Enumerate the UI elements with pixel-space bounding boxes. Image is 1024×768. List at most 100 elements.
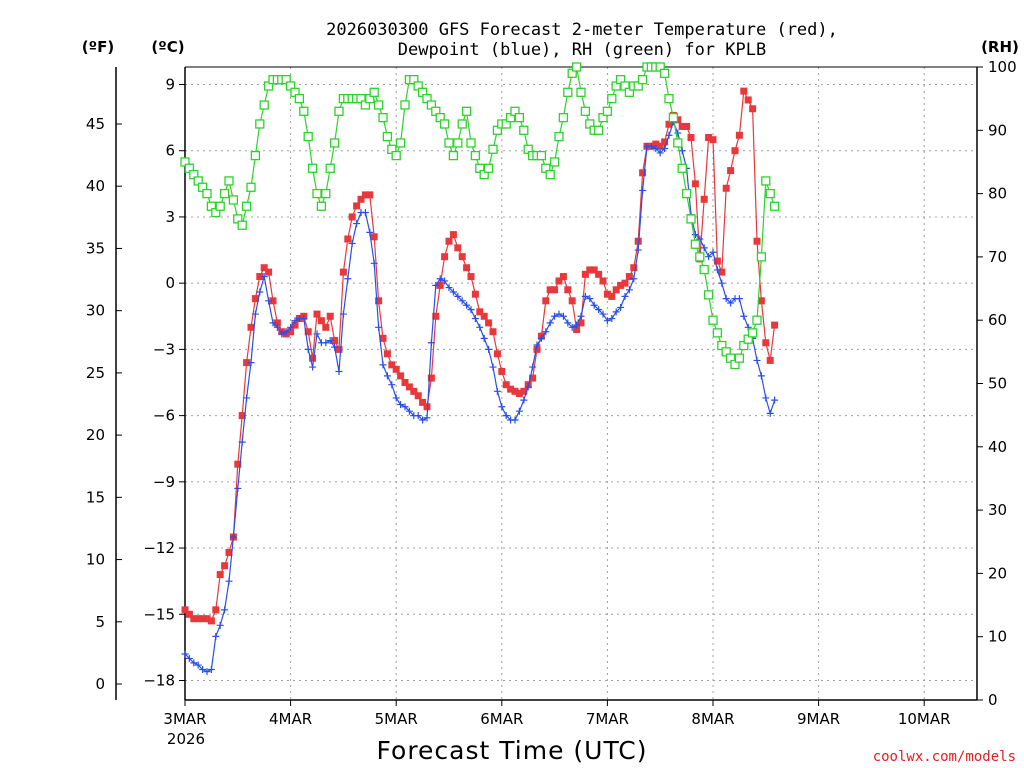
x-tick-label: 9MAR xyxy=(797,710,840,728)
rh-point xyxy=(237,220,247,230)
celsius-tick-label: −18 xyxy=(143,672,175,690)
temperature-point xyxy=(212,606,220,614)
temperature-point xyxy=(705,133,713,141)
dewpoint-point xyxy=(586,295,594,303)
temperature-point xyxy=(199,615,207,623)
dewpoint-point xyxy=(537,334,545,342)
temperature-point xyxy=(317,317,325,325)
temperature-point xyxy=(498,367,506,375)
rh-point xyxy=(769,201,780,211)
dewpoint-point xyxy=(199,665,207,673)
x-tick-label: 6MAR xyxy=(480,710,523,728)
dewpoint-point xyxy=(511,416,519,424)
temperature-point xyxy=(639,169,647,177)
dewpoint-point xyxy=(366,228,374,236)
dewpoint-point xyxy=(665,131,673,139)
dewpoint-point xyxy=(652,145,660,153)
temperature-point xyxy=(432,312,440,320)
temperature-point xyxy=(269,297,277,305)
temperature-point xyxy=(221,562,229,570)
temperature-point xyxy=(207,617,215,625)
dewpoint-point xyxy=(489,363,497,371)
temperature-point xyxy=(485,319,493,327)
dewpoint-point xyxy=(573,321,581,329)
temperature-point xyxy=(551,286,559,294)
celsius-tick-label: 3 xyxy=(165,208,175,226)
rh-point xyxy=(395,138,406,148)
dewpoint-point xyxy=(678,147,686,155)
celsius-unit-label: (ºC) xyxy=(151,38,184,56)
rh-point xyxy=(228,195,239,205)
temperature-point xyxy=(753,237,761,245)
temperature-point xyxy=(291,321,299,329)
dewpoint-point xyxy=(379,361,387,369)
rh-point xyxy=(369,87,379,97)
temperature-point xyxy=(331,337,339,345)
rh-point xyxy=(536,150,547,161)
rh-point xyxy=(607,94,617,104)
temperature-point xyxy=(577,319,585,327)
dewpoint-point xyxy=(304,345,312,353)
temperature-point xyxy=(476,308,484,316)
rh-point xyxy=(466,138,476,148)
dewpoint-point xyxy=(278,330,286,338)
dewpoint-point xyxy=(423,414,431,422)
rh-point xyxy=(470,150,481,161)
rh-point xyxy=(307,163,318,173)
dewpoint-point xyxy=(269,319,277,327)
rh-point xyxy=(294,94,305,104)
temperature-point xyxy=(502,381,510,389)
rh-point xyxy=(488,144,498,154)
dewpoint-point xyxy=(599,310,607,318)
temperature-point xyxy=(361,191,369,199)
fahrenheit-tick-label: 10 xyxy=(86,551,105,569)
x-tick-label: 5MAR xyxy=(375,710,418,728)
dewpoint-point xyxy=(401,403,409,411)
dewpoint-point xyxy=(463,301,471,309)
temperature-point xyxy=(265,268,273,276)
rh-tick-label: 50 xyxy=(988,375,1007,393)
temperature-point xyxy=(379,334,387,342)
rh-point xyxy=(202,188,212,199)
fahrenheit-tick-label: 30 xyxy=(86,302,105,320)
dewpoint-point xyxy=(383,372,391,380)
temperature-point xyxy=(515,390,523,398)
rh-point xyxy=(695,252,705,262)
series-layer xyxy=(180,62,780,676)
temperature-point xyxy=(652,140,660,148)
temperature-point xyxy=(722,184,730,192)
fahrenheit-tick-label: 45 xyxy=(86,115,105,133)
rh-point xyxy=(756,252,767,262)
rh-point xyxy=(461,106,472,116)
rh-point xyxy=(215,201,225,211)
temperature-point xyxy=(458,253,466,261)
temperature-point xyxy=(731,147,739,155)
temperature-point xyxy=(520,387,528,395)
temperature-point xyxy=(493,350,501,358)
temperature-point xyxy=(203,615,211,623)
dewpoint-point xyxy=(568,323,576,331)
rh-point xyxy=(519,125,529,135)
temperature-point xyxy=(766,356,774,364)
temperature-point xyxy=(339,268,347,276)
temperature-point xyxy=(489,328,497,336)
temperature-point xyxy=(388,361,396,369)
dewpoint-point xyxy=(441,277,449,285)
x-tick-label: 8MAR xyxy=(691,710,734,728)
temperature-point xyxy=(744,96,752,104)
temperature-point xyxy=(467,273,475,281)
dewpoint-point xyxy=(344,275,352,283)
temperature-point xyxy=(665,120,673,128)
rh-point xyxy=(668,112,679,123)
temperature-point xyxy=(586,266,594,274)
rh-point xyxy=(602,106,613,116)
rh-unit-label: (RH) xyxy=(981,38,1019,56)
dewpoint-point xyxy=(273,323,281,331)
dewpoint-point xyxy=(612,308,620,316)
rh-point xyxy=(448,150,459,161)
credit-link[interactable]: coolwx.com/models xyxy=(873,749,1016,765)
temperature-point xyxy=(700,195,708,203)
dewpoint-point xyxy=(546,319,554,327)
year-label: 2026 xyxy=(167,730,205,748)
dewpoint-point xyxy=(287,323,295,331)
